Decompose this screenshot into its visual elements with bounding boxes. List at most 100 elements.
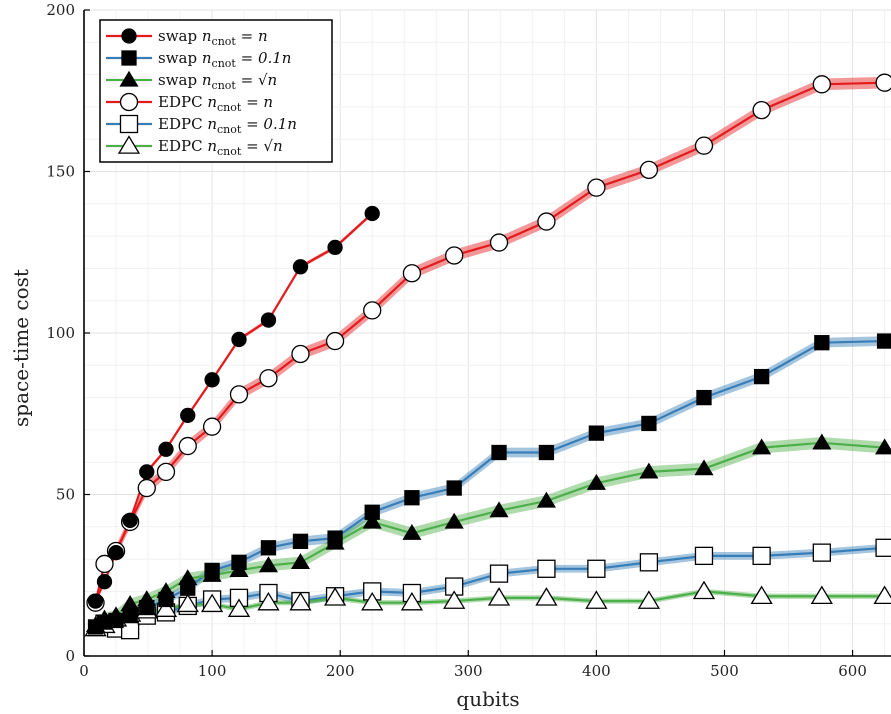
data-point xyxy=(537,559,556,578)
data-point xyxy=(587,178,606,197)
data-point xyxy=(87,593,104,609)
x-tick-label: 400 xyxy=(582,662,611,680)
data-point xyxy=(260,312,277,328)
data-point xyxy=(327,239,343,256)
data-point xyxy=(400,591,424,611)
data-point xyxy=(178,436,197,456)
data-point xyxy=(292,533,309,549)
data-point xyxy=(402,523,422,540)
data-point xyxy=(404,490,420,506)
data-point xyxy=(692,580,716,600)
y-tick-label: 0 xyxy=(65,647,75,665)
data-point xyxy=(137,478,156,498)
data-point xyxy=(750,585,773,605)
data-point xyxy=(810,585,833,605)
data-point xyxy=(204,372,220,388)
data-point xyxy=(641,415,657,432)
legend-marker xyxy=(119,70,139,87)
x-axis-label: qubits xyxy=(456,687,519,711)
legend-label: EDPC ncnot = 0.1n xyxy=(158,115,297,136)
data-point xyxy=(106,606,126,623)
data-point xyxy=(154,598,178,617)
data-point xyxy=(639,462,659,479)
data-point xyxy=(361,591,384,611)
data-point xyxy=(535,587,558,606)
x-tick-label: 200 xyxy=(326,662,355,680)
data-point xyxy=(325,533,345,550)
data-point xyxy=(694,459,714,476)
data-point xyxy=(156,462,176,482)
data-point xyxy=(122,512,138,528)
data-point xyxy=(491,444,507,461)
data-point xyxy=(202,417,222,436)
data-point xyxy=(639,553,659,572)
y-tick-label: 150 xyxy=(46,163,75,181)
data-point xyxy=(586,473,606,490)
data-point xyxy=(585,590,608,609)
data-point xyxy=(489,501,509,518)
series-line xyxy=(104,546,885,632)
data-point xyxy=(536,491,556,508)
data-point xyxy=(325,331,345,351)
data-point xyxy=(176,593,199,613)
y-tick-label: 200 xyxy=(46,1,75,19)
data-point xyxy=(229,385,249,404)
data-point xyxy=(290,553,311,569)
data-point xyxy=(696,389,712,406)
legend-label: EDPC ncnot = n xyxy=(158,93,273,114)
data-point xyxy=(753,368,770,385)
data-point xyxy=(227,598,251,617)
data-point xyxy=(202,565,222,582)
data-point xyxy=(694,136,714,155)
data-point xyxy=(489,564,509,583)
data-point xyxy=(752,438,772,455)
legend-label: EDPC ncnot = √n xyxy=(158,137,283,158)
data-point xyxy=(137,590,157,607)
data-point xyxy=(752,100,771,120)
data-point xyxy=(446,480,462,496)
data-point xyxy=(587,559,606,578)
data-point xyxy=(588,425,605,441)
series-band xyxy=(95,336,885,632)
data-point xyxy=(812,433,832,450)
data-point xyxy=(637,590,661,609)
data-point xyxy=(180,407,196,424)
legend-box xyxy=(99,19,333,163)
data-point xyxy=(402,264,422,283)
data-point xyxy=(292,259,309,275)
data-point xyxy=(875,438,891,455)
data-point xyxy=(538,444,555,461)
data-point xyxy=(95,554,114,574)
data-point xyxy=(120,595,140,611)
y-axis-label: space-time cost xyxy=(9,269,33,427)
data-point xyxy=(362,512,382,529)
data-point xyxy=(876,333,891,349)
data-point xyxy=(231,331,247,348)
x-tick-label: 500 xyxy=(710,662,739,680)
tick-labels: 0 100 200 300 400 500 600 0 50 100 150 200 xyxy=(46,1,867,680)
legend-marker xyxy=(117,135,141,154)
legend-marker xyxy=(119,114,139,134)
data-point xyxy=(537,212,556,231)
data-point xyxy=(364,205,380,222)
data-point xyxy=(229,561,249,578)
data-point xyxy=(108,544,124,561)
data-point xyxy=(289,591,312,611)
data-point xyxy=(489,233,509,252)
legend-marker xyxy=(121,50,137,66)
data-point xyxy=(873,585,891,605)
data-point xyxy=(363,301,382,320)
data-point xyxy=(158,441,174,457)
x-tick-label: 600 xyxy=(838,662,867,680)
data-point xyxy=(694,546,714,566)
data-point xyxy=(444,512,464,529)
x-tick-label: 100 xyxy=(198,662,227,680)
series-band xyxy=(95,588,885,632)
legend-label: swap ncnot = 0.1n xyxy=(158,49,291,70)
y-tick-label: 100 xyxy=(46,324,75,342)
data-point xyxy=(875,73,891,92)
data-point xyxy=(443,590,466,609)
y-tick-label: 50 xyxy=(56,486,75,504)
